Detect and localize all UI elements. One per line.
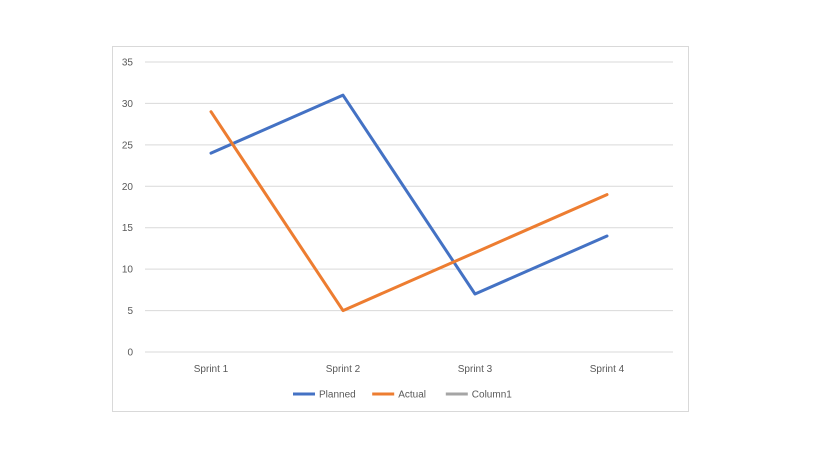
legend: Planned Actual Column1: [293, 390, 512, 401]
y-tick-label: 10: [122, 265, 134, 276]
x-tick-label: Sprint 2: [326, 364, 361, 375]
series-lines: [209, 93, 609, 313]
x-tick-label: Sprint 3: [458, 364, 493, 375]
chart-area: [112, 46, 689, 412]
series-line-planned: [209, 93, 609, 296]
y-tick-label: 5: [127, 306, 133, 317]
y-tick-label: 30: [122, 99, 134, 110]
y-axis-ticks: 0 5 10 15 20 25 30 35: [122, 58, 134, 359]
legend-label-column1: Column1: [472, 390, 512, 401]
gridlines: [145, 61, 673, 353]
x-tick-label: Sprint 1: [194, 364, 229, 375]
x-tick-label: Sprint 4: [590, 364, 625, 375]
legend-label-planned: Planned: [319, 390, 356, 401]
y-tick-label: 15: [122, 223, 134, 234]
y-tick-label: 20: [122, 182, 134, 193]
series-line-actual: [209, 110, 609, 313]
y-tick-label: 0: [127, 348, 133, 359]
x-axis-ticks: Sprint 1 Sprint 2 Sprint 3 Sprint 4: [194, 364, 625, 375]
y-tick-label: 35: [122, 58, 134, 69]
y-tick-label: 25: [122, 140, 134, 151]
legend-label-actual: Actual: [398, 390, 426, 401]
